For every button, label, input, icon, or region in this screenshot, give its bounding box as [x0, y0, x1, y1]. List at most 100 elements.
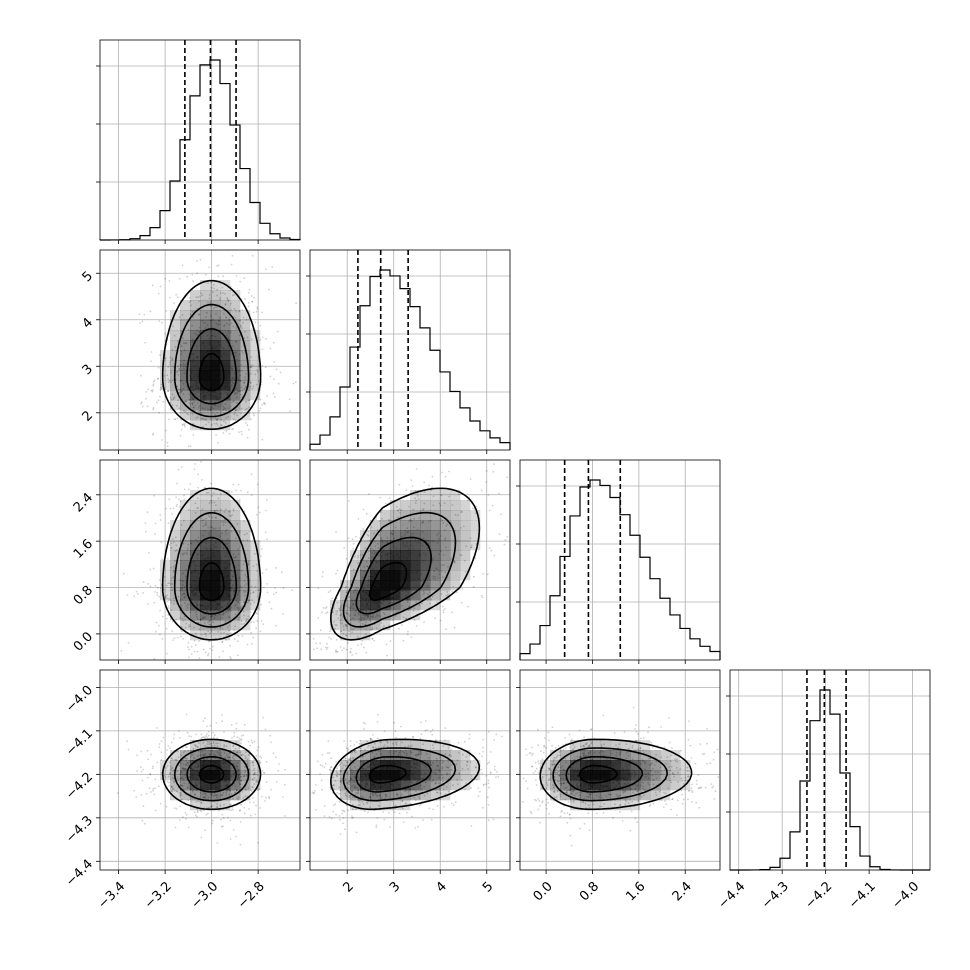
density-cell	[200, 600, 211, 611]
sample-point	[252, 311, 255, 314]
sample-point	[414, 827, 417, 829]
sample-point	[249, 744, 252, 747]
sample-point	[160, 387, 163, 390]
sample-point	[152, 787, 155, 790]
sample-point	[355, 652, 358, 655]
sample-point	[169, 361, 171, 364]
sample-point	[149, 773, 152, 776]
sample-point	[185, 713, 188, 716]
sample-point	[250, 366, 253, 369]
sample-point	[264, 403, 266, 406]
sample-point	[442, 611, 445, 614]
density-cell	[230, 580, 241, 591]
sample-point	[196, 272, 199, 275]
sample-point	[169, 356, 172, 359]
sample-point	[178, 369, 181, 371]
sample-point	[232, 809, 234, 811]
sample-point	[198, 313, 201, 316]
sample-point	[200, 412, 203, 415]
sample-point	[159, 633, 161, 636]
sample-point	[405, 811, 408, 814]
sample-point	[176, 482, 178, 485]
sample-point	[155, 630, 157, 633]
sample-point	[223, 312, 225, 315]
sample-point	[146, 749, 149, 752]
sample-point	[175, 371, 178, 374]
sample-point	[233, 413, 236, 416]
sample-point	[240, 386, 243, 389]
sample-point	[358, 742, 361, 745]
sample-point	[385, 643, 388, 646]
density-cell	[210, 490, 221, 501]
sample-point	[205, 423, 208, 426]
sample-point	[179, 391, 182, 393]
sample-point	[227, 415, 230, 418]
sample-point	[254, 373, 257, 376]
density-cell	[180, 330, 191, 341]
sample-point	[423, 621, 425, 623]
sample-point	[423, 481, 426, 484]
sample-point	[242, 352, 245, 354]
density-cell	[160, 770, 171, 781]
sample-point	[487, 494, 490, 496]
density-cell	[190, 330, 201, 341]
sample-point	[256, 371, 259, 373]
sample-point	[217, 441, 219, 444]
sample-point	[206, 733, 208, 735]
sample-point	[175, 544, 178, 547]
sample-point	[218, 656, 221, 658]
sample-point	[481, 772, 484, 774]
sample-point	[195, 644, 197, 646]
density-cell	[420, 550, 431, 561]
sample-point	[149, 310, 152, 313]
sample-point	[326, 646, 329, 649]
sample-point	[232, 325, 235, 328]
density-cell	[220, 300, 231, 311]
sample-point	[424, 720, 427, 722]
sample-point	[183, 488, 186, 491]
sample-point	[178, 412, 181, 414]
sample-point	[277, 382, 280, 385]
sample-point	[146, 776, 149, 779]
density-cell	[160, 370, 171, 381]
density-cell	[200, 360, 211, 371]
sample-point	[168, 781, 171, 784]
sample-point	[349, 745, 352, 747]
sample-point	[186, 412, 189, 415]
sample-point	[153, 793, 156, 796]
sample-point	[229, 405, 232, 408]
sample-point	[186, 275, 189, 278]
sample-point	[255, 513, 258, 516]
sample-point	[376, 817, 379, 819]
density-cell	[190, 370, 201, 381]
sample-point	[178, 367, 181, 370]
sample-point	[250, 356, 253, 358]
density-cell	[210, 510, 221, 521]
sample-point	[345, 557, 348, 560]
density-cell	[230, 320, 241, 331]
density-cell	[230, 290, 241, 301]
sample-point	[200, 292, 203, 295]
sample-point	[152, 765, 154, 768]
contour-line	[173, 303, 250, 418]
sample-point	[191, 412, 194, 415]
density-cell	[230, 400, 241, 411]
sample-point	[200, 733, 203, 735]
sample-point	[252, 413, 255, 415]
sample-point	[233, 731, 236, 734]
density-cell	[220, 360, 231, 371]
sample-point	[207, 301, 209, 304]
density-cell	[190, 340, 201, 351]
sample-point	[120, 649, 123, 652]
sample-point	[477, 795, 480, 798]
sample-point	[216, 418, 219, 420]
sample-point	[141, 320, 144, 323]
density-cell	[410, 520, 421, 531]
sample-point	[141, 405, 144, 408]
sample-point	[213, 422, 216, 425]
density-cell	[200, 290, 211, 301]
sample-point	[143, 822, 146, 825]
sample-point	[242, 316, 245, 319]
density-cell	[430, 520, 441, 531]
sample-point	[343, 547, 346, 549]
